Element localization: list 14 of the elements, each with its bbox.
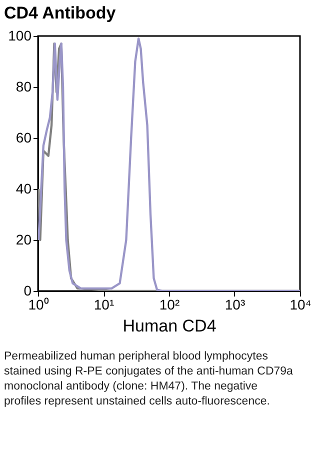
x-tick-label: 10⁴ [290, 296, 312, 312]
x-tick-label: 10⁰ [28, 296, 49, 312]
x-tick-label: 10¹ [94, 296, 114, 312]
y-tick-label: 100 [8, 28, 32, 44]
chart-title: CD4 Antibody [4, 3, 116, 22]
x-axis-title: Human CD4 [122, 316, 216, 336]
y-tick-label: 20 [16, 232, 32, 248]
y-tick-label: 60 [16, 130, 32, 146]
y-tick-label: 40 [16, 180, 32, 196]
y-tick-label: 80 [16, 78, 32, 94]
x-tick-label: 10² [159, 296, 180, 312]
text: Permeabilized human peripheral blood lymphocytes stained using R-PE conjugates of the anti-human CD79a monoclonal antibody (clone: HM47). The negative profiles represent unstained cells auto-fluorescence. [4, 350, 294, 408]
x-tick-label: 10³ [224, 296, 246, 312]
y-tick-label: 0 [24, 282, 32, 298]
